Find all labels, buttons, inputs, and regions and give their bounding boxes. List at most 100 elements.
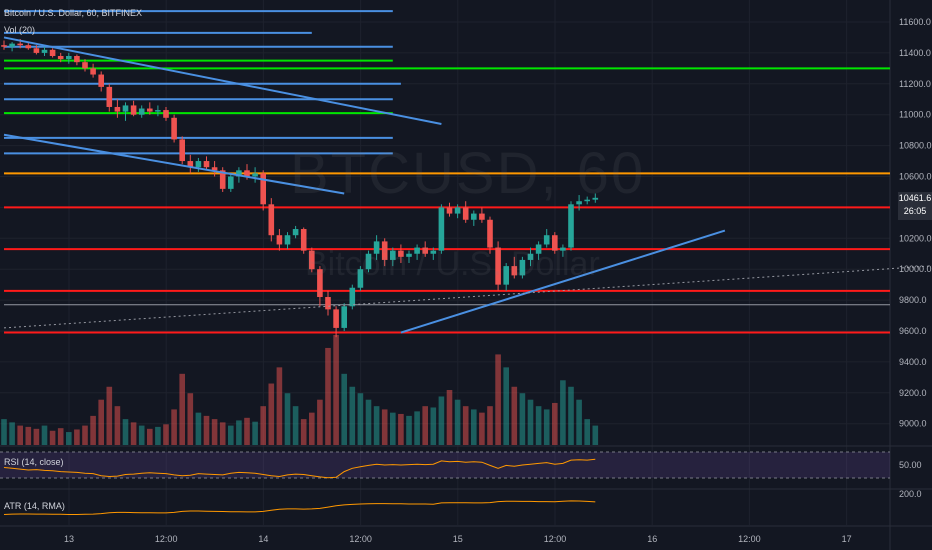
- candle-body: [317, 269, 323, 298]
- volume-bar: [592, 425, 599, 445]
- candle-body: [244, 170, 250, 177]
- trend-line: [3, 133, 345, 195]
- candle-body: [430, 250, 437, 254]
- candle-body: [446, 207, 453, 214]
- price-tick-label: 11400.0: [899, 48, 931, 58]
- volume-bar: [519, 393, 526, 445]
- atr-tick-label: 200.0: [899, 489, 922, 499]
- symbol-watermark: BTCUSD, 60: [290, 141, 646, 206]
- atr-line: [3, 500, 596, 515]
- candle-body: [398, 250, 404, 257]
- candle-body: [219, 170, 226, 189]
- candle-body: [309, 250, 315, 270]
- volume-bar: [535, 406, 542, 445]
- volume-bar: [211, 419, 218, 445]
- rsi-line: [3, 458, 596, 479]
- volume-bar: [462, 406, 469, 445]
- time-tick-label: 16: [647, 534, 657, 544]
- trend-line: [400, 229, 726, 334]
- volume-legend[interactable]: Vol (20): [4, 25, 36, 35]
- candle-body: [122, 105, 129, 112]
- candle-body: [114, 106, 121, 112]
- candle-body: [33, 48, 40, 53]
- volume-bar: [479, 412, 485, 445]
- volume-bar: [147, 428, 153, 445]
- volume-bar: [252, 421, 258, 445]
- candle-body: [300, 229, 307, 251]
- volume-bar: [138, 425, 145, 445]
- candle-body: [349, 287, 356, 307]
- candle-body: [268, 204, 275, 236]
- volume-bar: [503, 367, 509, 445]
- candle-body: [381, 241, 388, 260]
- candle-body: [203, 161, 210, 168]
- candle-body: [228, 176, 234, 189]
- candle-body: [390, 250, 396, 260]
- candle-body: [260, 173, 266, 205]
- volume-bar: [179, 373, 185, 445]
- volume-bar: [495, 354, 501, 445]
- volume-bar: [300, 419, 307, 445]
- candle-body: [365, 253, 372, 270]
- candle-body: [138, 108, 145, 115]
- volume-bar: [203, 415, 210, 445]
- chart-title: Bitcoin / U.S. Dollar, 60, BITFINEX: [4, 8, 143, 18]
- candle-body: [373, 241, 380, 254]
- candle-body: [66, 55, 72, 60]
- time-tick-label: 17: [842, 534, 852, 544]
- price-tick-label: 9400.0: [899, 357, 927, 367]
- candle-body: [187, 161, 194, 168]
- candle-body: [560, 247, 566, 251]
- price-tick-label: 10200.0: [899, 233, 932, 243]
- volume-bar: [228, 425, 234, 445]
- candle-body: [74, 55, 80, 63]
- volume-bar: [357, 393, 364, 445]
- candle-body: [527, 253, 534, 260]
- price-tick-label: 11600.0: [899, 17, 931, 27]
- trend-line: [3, 36, 442, 125]
- volume-bar: [543, 409, 550, 445]
- volume-bar: [122, 419, 129, 445]
- candle-body: [130, 105, 137, 115]
- candle-body: [25, 45, 32, 49]
- volume-bar: [373, 406, 380, 445]
- candle-body: [325, 297, 331, 310]
- atr-legend[interactable]: ATR (14, RMA): [4, 501, 65, 511]
- volume-bar: [66, 432, 72, 445]
- candle-body: [49, 49, 56, 56]
- rsi-legend[interactable]: RSI (14, close): [4, 457, 64, 467]
- time-tick-label: 14: [258, 534, 268, 544]
- volume-bar: [381, 409, 388, 445]
- candle-body: [341, 306, 347, 328]
- candle-body: [17, 43, 23, 46]
- volume-bar: [292, 406, 299, 445]
- price-tick-label: 9000.0: [899, 419, 927, 429]
- candle-body: [179, 139, 185, 162]
- price-tick-label: 11000.0: [899, 110, 931, 120]
- candle-body: [163, 110, 169, 118]
- candle-body: [57, 55, 64, 60]
- rsi-tick-label: 50.00: [899, 460, 922, 470]
- volume-bar: [309, 412, 315, 445]
- volume-bar: [90, 415, 96, 445]
- last-price-value: 10461.6: [898, 193, 932, 203]
- volume-bar: [527, 399, 534, 445]
- candle-body: [438, 207, 445, 251]
- candle-body: [552, 235, 558, 251]
- candle-body: [495, 247, 501, 285]
- volume-bar: [511, 386, 518, 445]
- candle-body: [543, 235, 550, 245]
- candle-body: [236, 170, 242, 177]
- volume-bar: [268, 383, 275, 445]
- price-tick-label: 9200.0: [899, 388, 927, 398]
- time-tick-label: 13: [64, 534, 74, 544]
- volume-bar: [454, 399, 461, 445]
- candle-body: [535, 244, 542, 254]
- time-tick-label: 12:00: [738, 534, 761, 544]
- candle-body: [106, 86, 113, 107]
- volume-bar: [57, 428, 64, 445]
- candle-body: [155, 110, 161, 112]
- volume-bar: [414, 411, 420, 445]
- volume-bar: [422, 406, 428, 445]
